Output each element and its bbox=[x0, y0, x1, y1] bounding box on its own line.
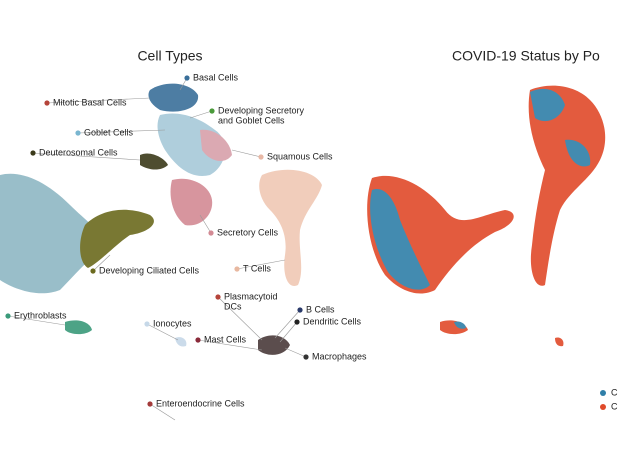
cluster-label: Deuterosomal Cells bbox=[39, 147, 118, 157]
cluster-label: Squamous Cells bbox=[267, 151, 333, 161]
panel-title: Cell Types bbox=[137, 48, 202, 64]
cluster bbox=[259, 169, 322, 286]
cluster bbox=[140, 153, 168, 170]
cluster-label: B Cells bbox=[306, 304, 335, 314]
leader-line bbox=[7, 315, 66, 326]
leader-line bbox=[77, 129, 166, 134]
leader-line bbox=[92, 254, 111, 272]
cluster bbox=[530, 88, 565, 122]
label-dot bbox=[184, 75, 190, 81]
cluster-label: Basal Cells bbox=[193, 72, 239, 82]
cluster bbox=[555, 337, 564, 347]
cluster-label: Developing Secretory bbox=[218, 105, 305, 115]
cluster-label: Developing Ciliated Cells bbox=[99, 265, 200, 275]
panel-title: COVID-19 Status by Po bbox=[452, 48, 600, 64]
label-dot bbox=[5, 313, 11, 319]
cluster bbox=[175, 337, 187, 347]
label-dot bbox=[30, 150, 36, 156]
cluster bbox=[80, 209, 154, 268]
cluster bbox=[148, 83, 199, 112]
cluster-label: Ionocytes bbox=[153, 318, 192, 328]
cluster bbox=[528, 85, 606, 286]
cluster-label: and Goblet Cells bbox=[218, 115, 285, 125]
leader-line bbox=[231, 149, 262, 158]
leader-line bbox=[236, 259, 286, 270]
cluster bbox=[65, 320, 92, 335]
cluster-label: Mast Cells bbox=[204, 334, 247, 344]
label-dot bbox=[258, 154, 264, 160]
umap-cell-types bbox=[0, 83, 322, 355]
cluster-label: T Cells bbox=[243, 263, 271, 273]
leader-line bbox=[217, 296, 263, 341]
legend-dot bbox=[600, 404, 606, 410]
cluster-label: Goblet Cells bbox=[84, 127, 134, 137]
cluster-label: Plasmacytoid bbox=[224, 291, 278, 301]
cluster bbox=[258, 335, 290, 355]
label-dot bbox=[234, 266, 240, 272]
cluster-label: DCs bbox=[224, 301, 242, 311]
umap-covid-status bbox=[367, 85, 606, 347]
cluster bbox=[565, 139, 591, 167]
label-dot bbox=[90, 268, 96, 274]
leader-line bbox=[32, 152, 141, 161]
leader-line bbox=[189, 110, 213, 119]
cluster-label: Macrophages bbox=[312, 351, 367, 361]
leader-line bbox=[146, 323, 179, 341]
cluster-label: Mitotic Basal Cells bbox=[53, 97, 127, 107]
label-dot bbox=[215, 294, 221, 300]
cluster-label: Enteroendocrine Cells bbox=[156, 398, 245, 408]
label-dot bbox=[147, 401, 153, 407]
leader-line bbox=[149, 403, 176, 421]
legend-label: C bbox=[611, 401, 618, 411]
label-dot bbox=[209, 108, 215, 114]
leader-line bbox=[279, 321, 298, 343]
leader-line bbox=[284, 347, 307, 358]
label-dot bbox=[195, 337, 201, 343]
cluster bbox=[170, 178, 213, 226]
leader-line bbox=[46, 97, 151, 104]
legend-dot bbox=[600, 390, 606, 396]
label-dot bbox=[303, 354, 309, 360]
cluster-label: Secretory Cells bbox=[217, 227, 279, 237]
cluster bbox=[370, 189, 430, 290]
cluster bbox=[200, 129, 232, 162]
label-dot bbox=[208, 230, 214, 236]
label-dot bbox=[75, 130, 81, 136]
cluster-label: Dendritic Cells bbox=[303, 316, 362, 326]
cluster bbox=[454, 321, 466, 329]
cluster bbox=[0, 173, 101, 294]
legend-label: C bbox=[611, 387, 618, 397]
label-dot bbox=[44, 100, 50, 106]
label-dot bbox=[294, 319, 300, 325]
leader-line bbox=[274, 309, 301, 339]
cluster-label: Erythroblasts bbox=[14, 310, 67, 320]
cluster bbox=[157, 113, 226, 176]
label-dot bbox=[144, 321, 150, 327]
leader-line bbox=[199, 214, 212, 234]
leader-line bbox=[197, 339, 263, 351]
label-dot bbox=[297, 307, 303, 313]
